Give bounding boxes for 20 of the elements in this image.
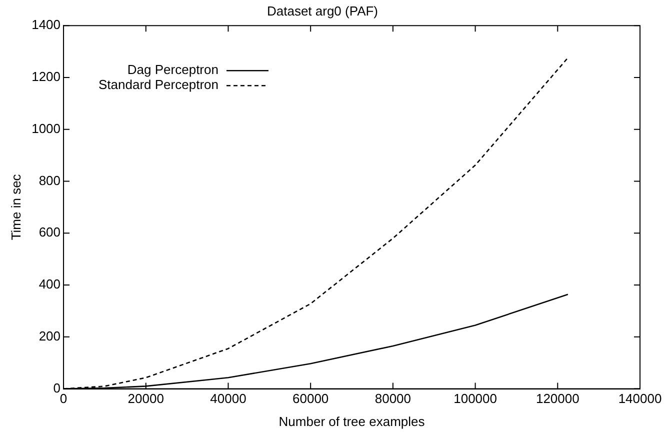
x-tick-label: 100000	[454, 391, 497, 406]
y-tick-label: 800	[38, 172, 61, 188]
y-tick-label: 400	[38, 276, 61, 292]
y-tick-label: 1000	[32, 120, 61, 136]
x-tick-label: 60000	[292, 391, 329, 406]
y-tick-label: 1400	[32, 17, 61, 32]
x-tick-label: 120000	[536, 391, 580, 406]
x-tick-label: 80000	[374, 391, 412, 406]
y-tick-label: 1200	[32, 69, 61, 84]
x-tick-label: 140000	[618, 391, 662, 406]
x-tick-label: 40000	[210, 391, 246, 406]
y-axis-title: Time in sec	[8, 174, 24, 240]
x-tick-label: 20000	[128, 391, 164, 406]
legend-label: Dag Perceptron	[127, 62, 218, 78]
chart-title: Dataset arg0 (PAF)	[266, 3, 378, 18]
x-axis-title: Number of tree examples	[278, 414, 426, 429]
y-tick-label: 600	[38, 224, 61, 240]
legend-label: Standard Perceptron	[98, 77, 218, 92]
y-tick-label: 200	[38, 328, 61, 344]
y-tick-label: 0	[53, 380, 61, 396]
